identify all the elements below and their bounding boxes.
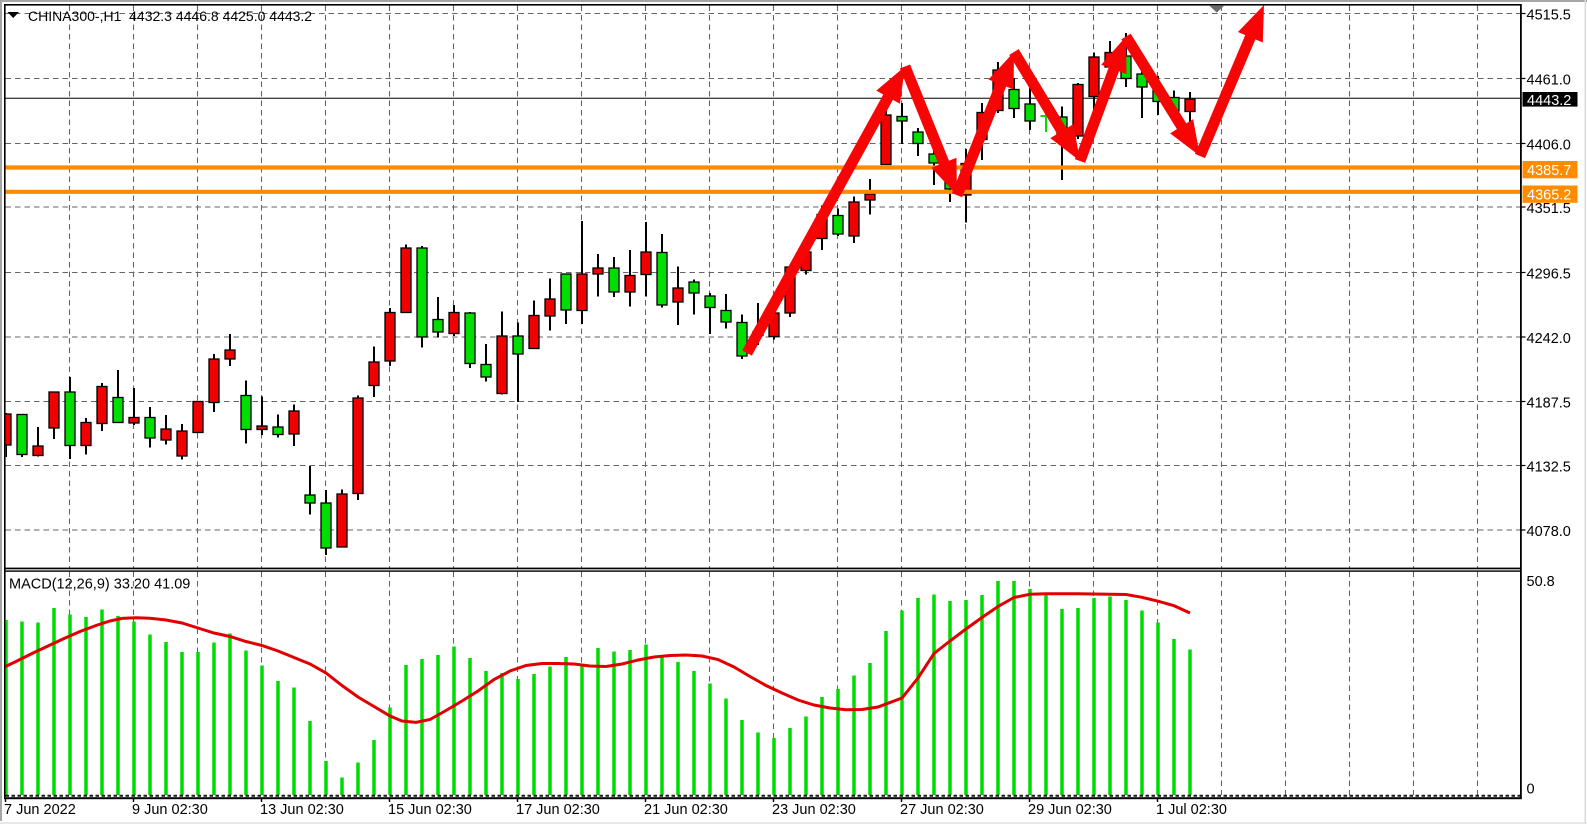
svg-text:4461.0: 4461.0 bbox=[1527, 72, 1571, 88]
svg-text:50.8: 50.8 bbox=[1527, 574, 1555, 590]
svg-text:4351.5: 4351.5 bbox=[1527, 201, 1571, 217]
svg-text:4365.2: 4365.2 bbox=[1527, 188, 1571, 204]
svg-text:4515.5: 4515.5 bbox=[1527, 7, 1571, 23]
svg-text:4296.5: 4296.5 bbox=[1527, 266, 1571, 282]
svg-text:17 Jun 02:30: 17 Jun 02:30 bbox=[516, 802, 600, 818]
svg-text:4187.5: 4187.5 bbox=[1527, 395, 1571, 411]
svg-text:15 Jun 02:30: 15 Jun 02:30 bbox=[388, 802, 472, 818]
svg-text:4242.0: 4242.0 bbox=[1527, 331, 1571, 347]
svg-text:4406.0: 4406.0 bbox=[1527, 137, 1571, 153]
svg-text:1 Jul 02:30: 1 Jul 02:30 bbox=[1156, 802, 1227, 818]
svg-text:4078.0: 4078.0 bbox=[1527, 524, 1571, 540]
svg-text:CHINA300-,H1 4432.3 4446.8 44: CHINA300-,H1 4432.3 4446.8 4425.0 4443.2 bbox=[28, 8, 312, 24]
svg-text:9 Jun 02:30: 9 Jun 02:30 bbox=[132, 802, 208, 818]
svg-text:7 Jun 2022: 7 Jun 2022 bbox=[4, 802, 76, 818]
svg-text:23 Jun 02:30: 23 Jun 02:30 bbox=[772, 802, 856, 818]
svg-text:29 Jun 02:30: 29 Jun 02:30 bbox=[1028, 802, 1112, 818]
svg-text:21 Jun 02:30: 21 Jun 02:30 bbox=[644, 802, 728, 818]
svg-text:4132.5: 4132.5 bbox=[1527, 459, 1571, 475]
svg-text:0: 0 bbox=[1527, 782, 1535, 798]
svg-text:27 Jun 02:30: 27 Jun 02:30 bbox=[900, 802, 984, 818]
svg-text:4385.7: 4385.7 bbox=[1527, 163, 1571, 179]
svg-text:13 Jun 02:30: 13 Jun 02:30 bbox=[260, 802, 344, 818]
svg-text:MACD(12,26,9) 33.20 41.09: MACD(12,26,9) 33.20 41.09 bbox=[9, 577, 190, 593]
svg-text:4443.2: 4443.2 bbox=[1527, 93, 1571, 109]
